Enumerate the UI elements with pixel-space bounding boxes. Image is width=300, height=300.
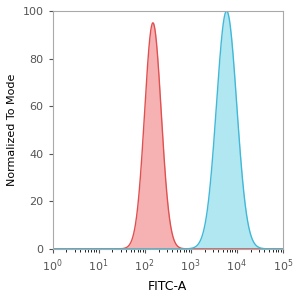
Y-axis label: Normalized To Mode: Normalized To Mode — [7, 74, 17, 186]
X-axis label: FITC-A: FITC-A — [148, 280, 187, 293]
